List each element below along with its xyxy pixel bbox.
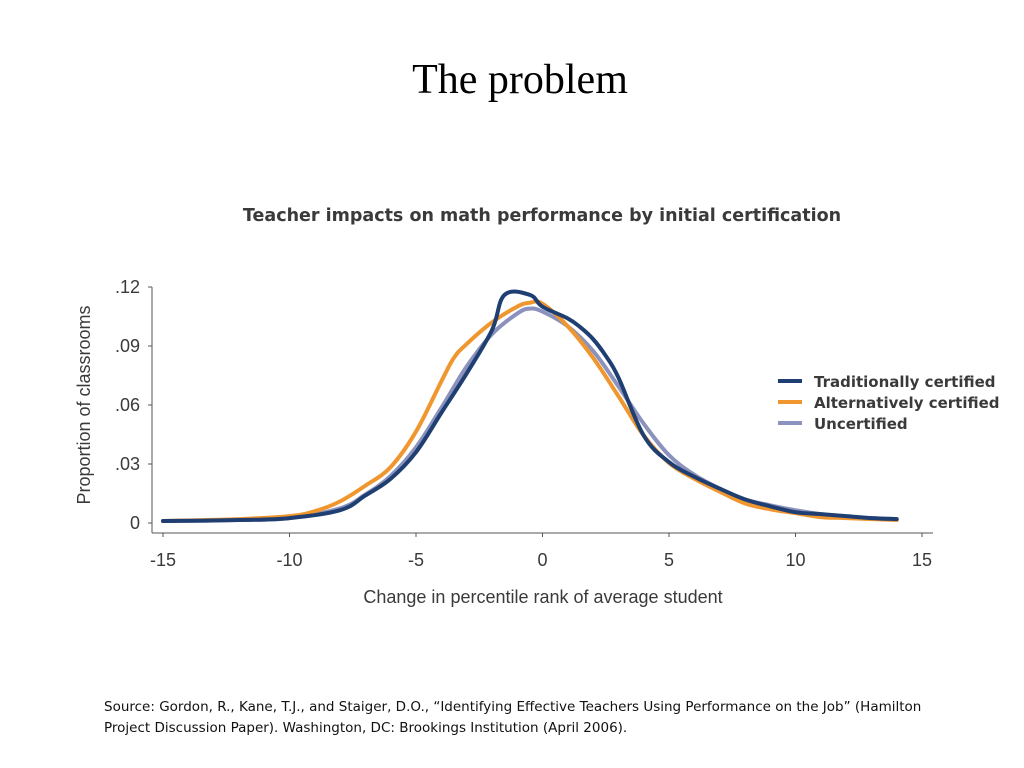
series-line-traditionally-certified [161, 289, 899, 524]
x-tick-label: 0 [537, 550, 547, 570]
axes: 0 .03 .06 .09 .12 -15 -10 -5 0 5 10 15 [115, 277, 933, 570]
series-line-alternatively-certified [161, 299, 899, 524]
x-tick-label: 15 [912, 550, 932, 570]
y-tick-label: .03 [115, 454, 140, 474]
x-tick-label: 10 [785, 550, 805, 570]
y-tick-label: .09 [115, 336, 140, 356]
legend-label-traditionally-certified: Traditionally certified [814, 373, 996, 391]
legend: Traditionally certified Alternatively cer… [778, 373, 1000, 433]
slide-title: The problem [412, 57, 628, 103]
y-axis-label: Proportion of classrooms [74, 305, 94, 504]
y-tick-label: 0 [130, 513, 140, 533]
x-tick-label: -10 [276, 550, 302, 570]
x-tick-label: 5 [664, 550, 674, 570]
legend-label-uncertified: Uncertified [814, 415, 908, 433]
series-line-uncertified [161, 306, 899, 524]
legend-label-alternatively-certified: Alternatively certified [814, 394, 1000, 412]
x-axis-label: Change in percentile rank of average stu… [363, 587, 722, 607]
y-tick-label: .06 [115, 395, 140, 415]
chart-title: Teacher impacts on math performance by i… [243, 206, 841, 226]
x-tick-label: -5 [408, 550, 424, 570]
series-group [161, 289, 899, 524]
source-citation: Source: Gordon, R., Kane, T.J., and Stai… [104, 699, 922, 736]
y-tick-label: .12 [115, 277, 140, 297]
x-tick-label: -15 [150, 550, 176, 570]
